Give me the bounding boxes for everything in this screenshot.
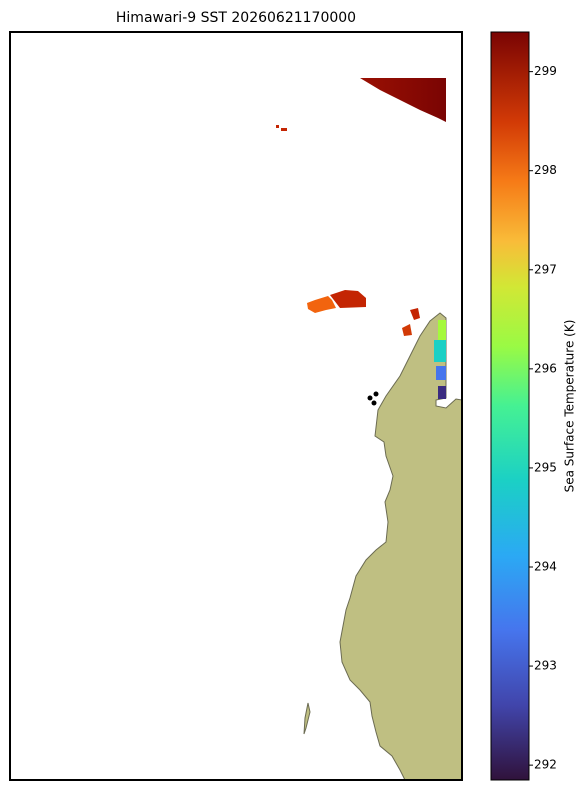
colorbar-tick-label: 294 bbox=[534, 559, 557, 573]
sst-patch bbox=[434, 340, 446, 362]
map-area bbox=[9, 31, 463, 781]
map-title: Himawari-9 SST 20260621170000 bbox=[116, 10, 356, 26]
land bbox=[339, 312, 463, 781]
sst-patch bbox=[281, 128, 287, 131]
sst-patch bbox=[438, 320, 446, 340]
colorbar-label: Sea Surface Temperature (K) bbox=[563, 320, 577, 493]
colorbar-tick-label: 297 bbox=[534, 262, 557, 276]
sst-patch bbox=[438, 386, 446, 399]
colorbar-tick-label: 298 bbox=[534, 163, 557, 177]
sst-patch bbox=[436, 366, 446, 380]
marker bbox=[371, 400, 377, 406]
colorbar-tick-label: 292 bbox=[534, 758, 557, 772]
colorbar-tick-label: 295 bbox=[534, 460, 557, 474]
sst-patch bbox=[402, 324, 412, 336]
marker bbox=[367, 395, 373, 401]
map-frame bbox=[9, 31, 463, 781]
sst-patch bbox=[360, 78, 446, 122]
colorbar-tick-label: 293 bbox=[534, 659, 557, 673]
island bbox=[303, 702, 311, 735]
colorbar bbox=[490, 31, 530, 781]
sst-patch bbox=[330, 290, 366, 308]
sst-patch bbox=[307, 296, 336, 313]
sst-patch bbox=[276, 125, 279, 128]
sst-patch bbox=[410, 308, 420, 320]
colorbar-tick-label: 296 bbox=[534, 361, 557, 375]
marker bbox=[373, 391, 379, 397]
colorbar-tick-label: 299 bbox=[534, 64, 557, 78]
